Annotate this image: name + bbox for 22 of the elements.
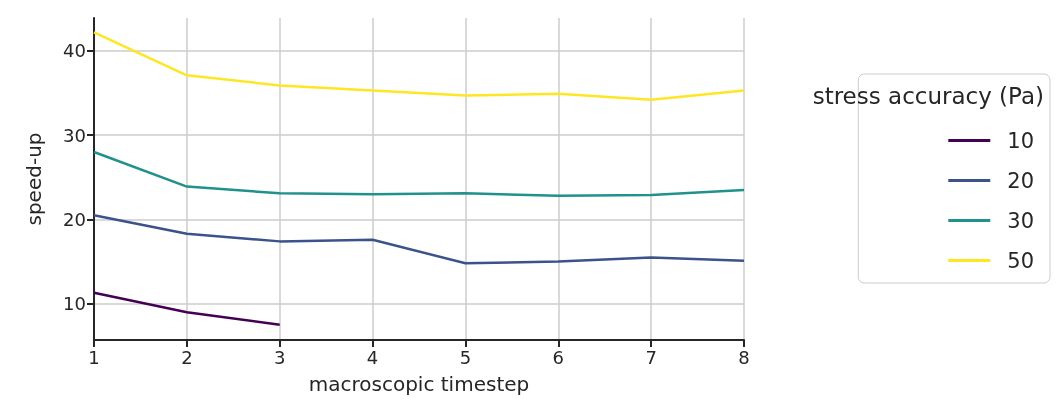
y-tick-label: 40 [63, 40, 86, 62]
legend-label: 20 [1007, 168, 1035, 193]
x-tick-label: 5 [459, 346, 472, 368]
x-tick-label: 2 [181, 346, 193, 368]
y-tick-label: 10 [63, 293, 86, 315]
x-tick-label: 6 [552, 346, 565, 368]
line-series [92, 150, 746, 198]
x-tick-label: 3 [273, 346, 286, 368]
legend-label: 10 [1007, 128, 1035, 153]
line-series [92, 31, 746, 102]
y-tick-label: 20 [63, 208, 86, 230]
x-tick-label: 8 [738, 346, 750, 368]
x-tick-label: 1 [88, 346, 100, 368]
y-axis-title: speed-up [22, 132, 46, 226]
x-tick-label: 7 [645, 346, 657, 368]
legend-label: 50 [1007, 248, 1035, 273]
line-series [92, 214, 746, 265]
x-tick-label: 4 [366, 346, 379, 368]
y-tick-label: 30 [63, 124, 86, 146]
x-axis-title: macroscopic timestep [308, 372, 530, 396]
legend-title: stress accuracy (Pa) [812, 82, 1045, 109]
legend-label: 30 [1007, 208, 1035, 233]
